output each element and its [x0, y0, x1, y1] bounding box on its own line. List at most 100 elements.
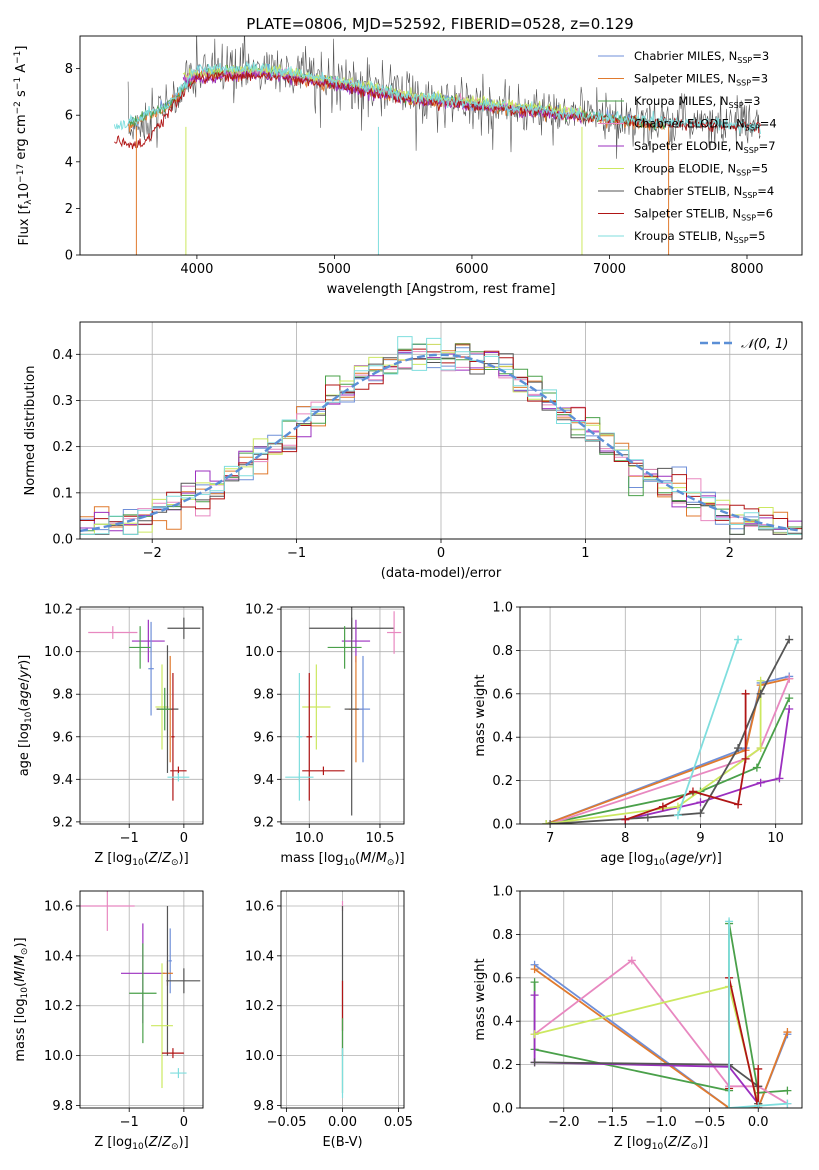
axes-mass-vs-EBV: −0.05 0.00 0.05 9.8 10.0 10.2 10.4 10.6 E(B-V) [245, 890, 413, 1150]
axes-mass-weight-vs-age: 7 8 9 10 0.0 0.2 0.4 0.6 0.8 1.0 age [log10(age/yr… [473, 601, 803, 868]
x-tick-label: 4000 [180, 262, 213, 277]
x-tick-label: 7 [546, 831, 554, 846]
weight-marker [530, 991, 539, 1000]
x-tick-label: −1 [120, 1115, 139, 1130]
x-tick-label: 7000 [593, 262, 626, 277]
x-axis-label: Z [log10(Z/Z⊙)] [614, 1135, 708, 1152]
y-axis-label: mass weight [473, 958, 488, 1040]
weight-marker [785, 674, 794, 683]
axes-frame [79, 35, 803, 256]
weight-line [625, 693, 747, 821]
weight-marker [530, 965, 539, 974]
axes-residuals: −2 −1 0 1 2 0.0 0.1 0.2 0.3 0.4 (data-model)/error… [23, 321, 803, 581]
weight-marker [542, 820, 551, 824]
weight-marker [783, 1028, 792, 1037]
y-tick-label: 9.8 [52, 1099, 73, 1114]
weight-line [534, 968, 789, 1108]
weight-marker [530, 978, 539, 987]
figure-title: PLATE=0806, MJD=52592, FIBERID=0528, z=0… [246, 15, 633, 33]
y-tick-label: 0.6 [492, 971, 513, 986]
weight-marker [627, 956, 636, 965]
weight-marker [785, 704, 794, 713]
y-axis-label: age [log10(age/yr)] [17, 655, 34, 777]
weight-marker [658, 802, 667, 811]
weight-line [550, 639, 790, 824]
weight-marker [621, 815, 630, 824]
y-tick-label: 10.2 [245, 999, 274, 1014]
axes-mass-weight-vs-Z: −2.0 −1.5 −1.0 −0.5 0.0 0.0 0.2 0.4 0.6 0.8 1.0 Z [… [473, 885, 803, 1152]
weight-marker [783, 1099, 792, 1108]
y-tick-label: 0.0 [492, 1102, 513, 1117]
y-axis-label: mass weight [473, 674, 488, 756]
weight-line [545, 675, 790, 824]
x-tick-label: 0.00 [328, 1115, 357, 1130]
legend-label: Kroupa STELIB, NSSP=5 [634, 229, 765, 245]
y-tick-label: 10.0 [44, 1049, 73, 1064]
y-tick-label: 0.4 [492, 731, 513, 746]
x-tick-label: −0.5 [694, 1115, 726, 1130]
x-axis-label: E(B-V) [322, 1135, 362, 1150]
y-tick-label: 0.8 [492, 928, 513, 943]
weight-line [728, 921, 788, 1108]
axes-frame [79, 606, 204, 825]
weight-marker [725, 1104, 734, 1108]
weight-line [677, 639, 739, 816]
x-tick-label: 5000 [318, 262, 351, 277]
y-tick-label: 0 [65, 249, 73, 264]
x-axis-label: Z [log10(Z/Z⊙)] [94, 1135, 188, 1152]
weight-line [546, 697, 791, 824]
y-tick-label: 10.2 [245, 603, 274, 618]
y-tick-label: 0.0 [52, 533, 73, 548]
x-tick-label: −0.05 [267, 1115, 307, 1130]
y-tick-label: 9.4 [253, 773, 274, 788]
y-tick-label: 10.4 [44, 949, 73, 964]
y-tick-label: 9.4 [52, 773, 73, 788]
legend-label: Chabrier STELIB, NSSP=4 [634, 184, 774, 200]
weight-marker [696, 798, 705, 807]
y-tick-label: 0.8 [492, 644, 513, 659]
legend-label: Kroupa MILES, NSSP=3 [634, 94, 760, 110]
x-tick-label: −2.0 [548, 1115, 580, 1130]
y-tick-label: 0.1 [52, 486, 73, 501]
y-tick-label: 1.0 [492, 885, 513, 900]
weight-line [545, 677, 790, 824]
weight-marker [673, 811, 682, 820]
weight-marker [643, 813, 652, 822]
weight-marker [754, 1064, 763, 1073]
y-tick-label: 4 [65, 155, 73, 170]
plot-area-age-vs-mass [285, 607, 402, 816]
weight-marker [734, 635, 743, 644]
weight-marker [688, 787, 697, 796]
legend-label: Chabrier MILES, NSSP=3 [634, 49, 769, 65]
x-tick-label: 0 [437, 546, 445, 561]
y-tick-label: 9.6 [52, 730, 73, 745]
y-tick-label: 0.2 [492, 1058, 513, 1073]
y-tick-label: 10.2 [44, 603, 73, 618]
y-axis-label: Flux [fλ10−17 erg cm−2 s−1 A−1] [13, 46, 34, 246]
legend-label: Chabrier ELODIE, NSSP=4 [634, 117, 777, 133]
weight-marker [734, 744, 743, 753]
y-tick-label: 1.0 [492, 601, 513, 616]
x-tick-label: 0.0 [748, 1115, 769, 1130]
weight-marker [783, 1086, 792, 1095]
x-axis-label: Z [log10(Z/Z⊙)] [94, 851, 188, 868]
y-tick-label: 0.0 [492, 818, 513, 833]
legend-label: 𝒩(0, 1) [741, 337, 788, 352]
y-tick-label: 8 [65, 62, 73, 77]
y-tick-label: 10.6 [44, 899, 73, 914]
y-tick-label: 9.2 [52, 815, 73, 830]
y-tick-label: 0.4 [52, 348, 73, 363]
axes-age-vs-mass: 10.0 10.5 9.2 9.4 9.6 9.8 10.0 10.2 mass [log10(… [245, 603, 405, 868]
x-tick-label: 0.05 [384, 1115, 413, 1130]
x-tick-label: 9 [696, 831, 704, 846]
weight-line [534, 985, 760, 1104]
weight-marker [725, 917, 734, 926]
y-tick-label: 9.2 [253, 815, 274, 830]
legend-label: Salpeter MILES, NSSP=3 [634, 72, 768, 88]
spectrum-line [113, 61, 761, 134]
y-tick-label: 9.8 [253, 688, 274, 703]
x-tick-label: 6000 [455, 262, 488, 277]
y-tick-label: 9.8 [52, 688, 73, 703]
weight-line [549, 678, 791, 824]
